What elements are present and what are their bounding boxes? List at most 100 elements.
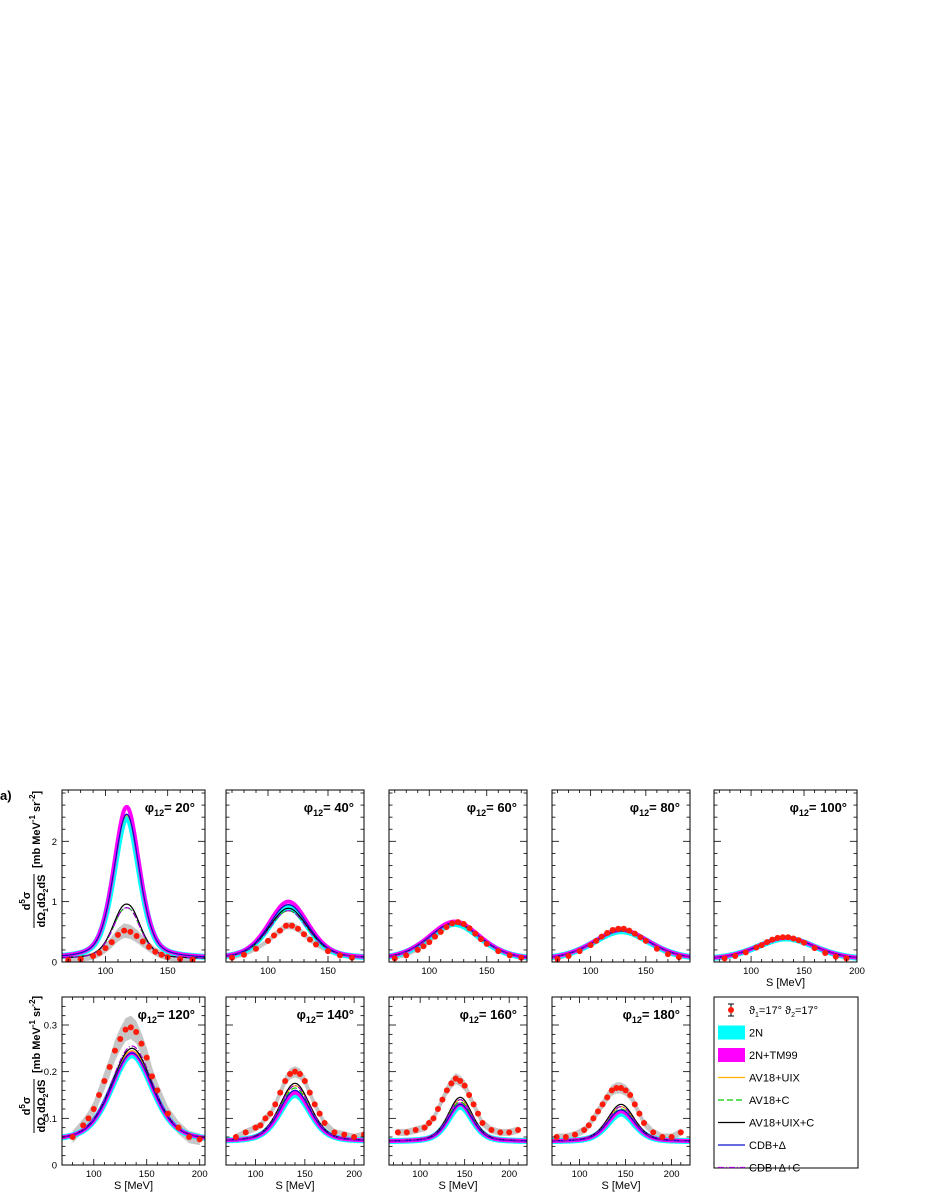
data-point — [604, 1094, 611, 1101]
panel-title: φ12= 20° — [145, 800, 195, 818]
data-point — [457, 1078, 464, 1084]
data-point — [443, 923, 450, 930]
data-point — [832, 953, 839, 960]
title-sub: 12 — [476, 808, 486, 818]
data-point — [296, 1071, 303, 1077]
data-point — [622, 1087, 629, 1094]
data-point — [466, 925, 473, 932]
x-axis-label: S [MeV] — [438, 1180, 477, 1192]
data-point — [252, 1124, 259, 1131]
data-point — [341, 1131, 348, 1138]
data-point — [437, 928, 444, 935]
x-tick-label: 150 — [479, 966, 495, 977]
data-point — [822, 949, 829, 956]
y-label-sigma: σ — [21, 1096, 33, 1104]
data-point — [287, 1071, 294, 1077]
title-sub: 12 — [306, 1015, 316, 1025]
data-point — [361, 1131, 364, 1138]
data-point — [90, 952, 97, 959]
y-label-d: d — [21, 1109, 33, 1116]
data-point — [475, 1110, 482, 1117]
curve-cdbd — [62, 813, 205, 958]
data-point — [306, 1089, 313, 1096]
data-point — [69, 1134, 76, 1140]
x-tick-label: 150 — [618, 1169, 634, 1180]
panel-title: φ12= 80° — [630, 800, 680, 818]
units-pre: [mb MeV — [31, 822, 43, 869]
data-point — [331, 1129, 338, 1136]
legend-label-av18uix: AV18+UIX — [749, 1073, 801, 1085]
y-tick-label: 0.1 — [44, 1114, 57, 1125]
data-point — [466, 1092, 473, 1098]
title-angle: = 180° — [642, 1007, 680, 1022]
data-point — [774, 934, 781, 941]
data-point — [721, 955, 728, 962]
data-point — [102, 945, 109, 952]
units-post: ] — [31, 995, 43, 999]
data-point — [554, 955, 561, 962]
data-point — [196, 1136, 203, 1143]
data-point — [349, 954, 355, 961]
title-phi: φ — [297, 1007, 306, 1022]
x-tick-label: 150 — [796, 966, 812, 977]
data-point — [631, 1101, 638, 1108]
panel-frame — [713, 789, 858, 963]
data-point — [742, 949, 749, 956]
data-point — [241, 951, 247, 958]
data-point — [265, 937, 271, 944]
data-point — [272, 1101, 279, 1108]
title-phi: φ — [467, 800, 476, 815]
x-tick-label: 200 — [849, 966, 865, 977]
data-point — [90, 1106, 97, 1112]
data-point — [642, 937, 649, 944]
data-point — [421, 1124, 428, 1131]
panel-1: 100 150 φ12= 40° — [225, 789, 365, 977]
legend-label-av18uixc: AV18+UIX+C — [749, 1118, 814, 1130]
legend-post: =17° — [795, 1005, 818, 1017]
y-label-dS: dS — [36, 875, 48, 889]
data-point — [325, 948, 331, 955]
y-tick-label: 0.3 — [44, 1021, 57, 1032]
data-point — [495, 948, 502, 955]
data-point — [106, 1064, 113, 1070]
y-tick-label: 0 — [52, 958, 57, 969]
data-point — [599, 1101, 606, 1108]
data-point — [779, 934, 786, 941]
title-sub: 12 — [639, 808, 649, 818]
data-point — [587, 942, 594, 949]
data-point — [242, 1129, 249, 1136]
y-tick-label: 0.2 — [44, 1067, 57, 1078]
x-tick-label: 100 — [743, 966, 759, 977]
data-point — [653, 945, 660, 952]
data-point — [101, 1078, 108, 1084]
y-label-sup: 5 — [18, 899, 27, 904]
data-point — [412, 1127, 419, 1133]
x-tick-label: 200 — [346, 1169, 362, 1180]
data-point — [426, 1120, 433, 1126]
panel-title: φ12= 120° — [138, 1007, 195, 1025]
y-label-dOmega1: dΩ — [36, 1117, 48, 1133]
data-point — [311, 1101, 318, 1108]
curve-cdbdc — [226, 1085, 364, 1141]
data-point — [262, 1115, 269, 1122]
data-point — [790, 935, 797, 942]
x-tick-label: 200 — [501, 1169, 517, 1180]
plot-area — [552, 925, 690, 962]
y-label-d: d — [21, 904, 33, 911]
x-tick-label: 150 — [297, 1169, 313, 1180]
title-sub: 12 — [154, 808, 164, 818]
data-point — [177, 955, 184, 962]
data-point — [154, 1087, 161, 1094]
title-sub: 12 — [313, 808, 323, 818]
data-point — [448, 1080, 455, 1087]
title-angle: = 40° — [323, 800, 354, 815]
data-point — [232, 1134, 239, 1140]
legend-sub2: 2 — [791, 1012, 795, 1019]
data-point — [795, 937, 802, 944]
y-label-denominator: dΩ1dΩ2dS — [36, 1080, 50, 1133]
data-point — [420, 943, 427, 950]
